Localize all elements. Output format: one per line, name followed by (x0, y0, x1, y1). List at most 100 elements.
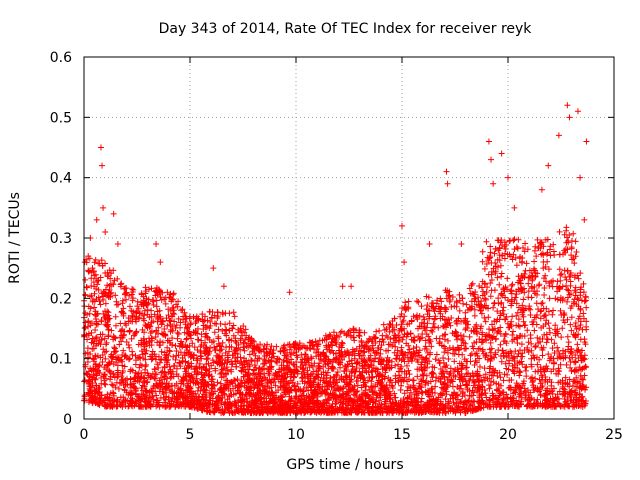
data-point (388, 382, 395, 389)
data-point (564, 286, 571, 293)
data-point (531, 387, 538, 394)
data-point (512, 294, 519, 301)
data-point (170, 353, 177, 360)
data-point (550, 307, 557, 314)
data-point (183, 344, 190, 351)
data-point (335, 360, 342, 367)
data-point (556, 228, 563, 235)
data-point (463, 301, 470, 308)
data-point (478, 310, 485, 317)
data-point (187, 378, 194, 385)
data-point (407, 389, 414, 396)
data-point (177, 319, 184, 326)
data-point (93, 334, 100, 341)
data-point (117, 320, 124, 327)
data-point (415, 299, 422, 306)
data-point (122, 290, 129, 297)
data-point (85, 318, 92, 325)
data-point (245, 366, 252, 373)
data-point (98, 317, 105, 324)
data-point (523, 260, 530, 267)
data-point (338, 354, 345, 361)
data-point (448, 303, 455, 310)
data-point (115, 385, 122, 392)
data-point (572, 319, 579, 326)
data-point (165, 312, 172, 319)
data-point (97, 301, 104, 308)
data-point (386, 328, 393, 335)
data-point (510, 390, 517, 397)
data-point (383, 326, 390, 333)
data-point (527, 335, 534, 342)
data-point (497, 262, 504, 269)
data-point (470, 382, 477, 389)
data-point (409, 377, 416, 384)
data-point (82, 291, 89, 298)
data-point (529, 374, 536, 381)
data-point (474, 352, 481, 359)
data-point (214, 309, 221, 316)
data-point (197, 353, 204, 360)
data-point (148, 373, 155, 380)
data-point (264, 365, 271, 372)
data-point (548, 388, 555, 395)
data-point (281, 387, 288, 394)
data-point (179, 306, 186, 313)
data-point (103, 339, 110, 346)
data-point (97, 274, 104, 281)
data-point (151, 374, 158, 381)
data-point (194, 336, 201, 343)
data-point (514, 245, 521, 252)
data-point (300, 392, 307, 399)
data-point (104, 308, 111, 315)
data-point (123, 296, 130, 303)
data-point (249, 372, 256, 379)
data-point (98, 375, 105, 382)
data-point (491, 354, 498, 361)
data-point (369, 367, 376, 374)
data-point (508, 318, 515, 325)
data-point (431, 390, 438, 397)
data-point (559, 325, 566, 332)
data-point (575, 275, 582, 282)
chart-title: Day 343 of 2014, Rate Of TEC Index for r… (159, 21, 533, 37)
data-point (429, 328, 436, 335)
data-point (287, 351, 294, 358)
data-point (532, 343, 539, 350)
data-point (113, 298, 120, 305)
data-point (443, 391, 450, 398)
data-point (551, 340, 558, 347)
data-point (292, 393, 299, 400)
data-point (454, 383, 461, 390)
data-point (219, 339, 226, 346)
data-point (99, 331, 106, 338)
data-point (347, 376, 354, 383)
data-point (223, 344, 230, 351)
data-point (504, 320, 511, 327)
data-point (276, 369, 283, 376)
data-point (508, 287, 515, 294)
data-point (512, 348, 519, 355)
data-point (362, 342, 369, 349)
data-point (443, 295, 450, 302)
data-point (93, 321, 100, 328)
data-point (538, 377, 545, 384)
data-point (497, 341, 504, 348)
data-point (519, 302, 526, 309)
data-point (226, 348, 233, 355)
data-point (479, 258, 486, 265)
data-point (380, 321, 387, 328)
data-point (524, 327, 531, 334)
data-point (154, 318, 161, 325)
data-point (154, 312, 161, 319)
data-point (129, 297, 136, 304)
data-point (504, 371, 511, 378)
data-point (106, 359, 113, 366)
data-point (403, 362, 410, 369)
data-point (164, 375, 171, 382)
data-point (416, 313, 423, 320)
data-point (268, 354, 275, 361)
data-point (174, 329, 181, 336)
data-point (487, 293, 494, 300)
data-point (102, 355, 109, 362)
